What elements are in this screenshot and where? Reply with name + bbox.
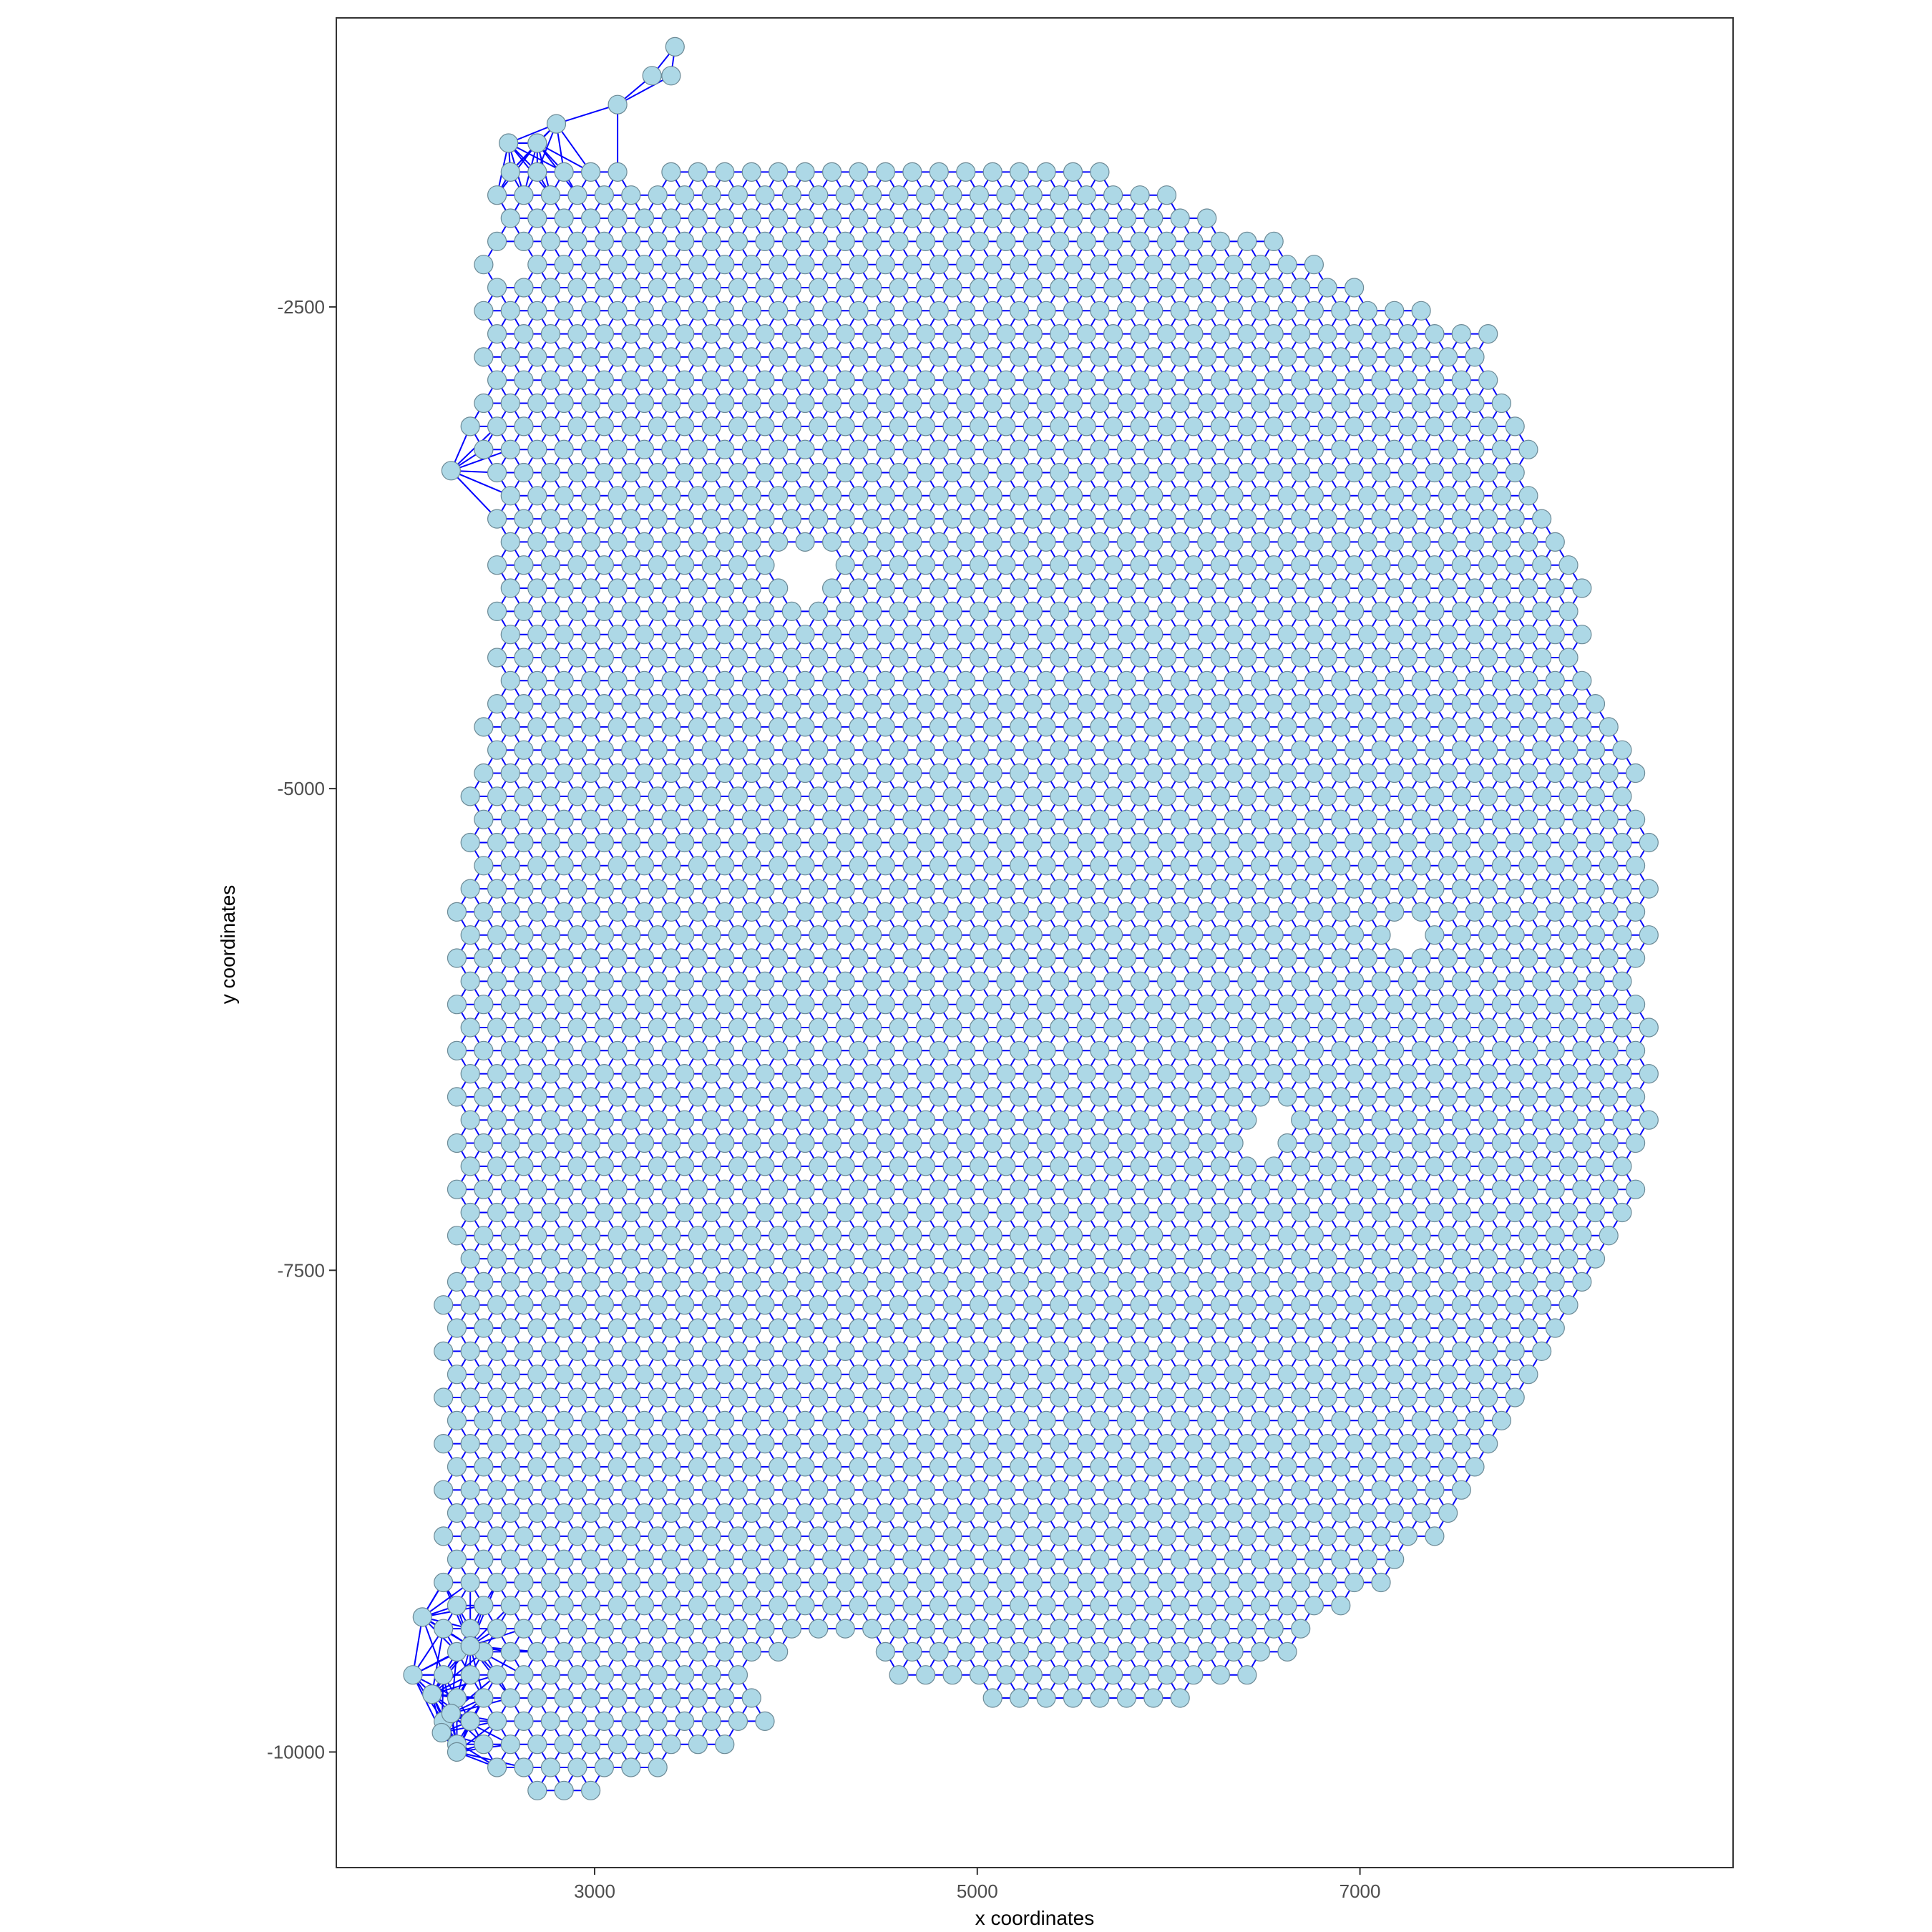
network-edge bbox=[451, 449, 511, 472]
network-edge bbox=[537, 142, 592, 173]
network-edge bbox=[555, 123, 592, 172]
network-edge bbox=[451, 469, 511, 497]
network-edge bbox=[508, 142, 565, 173]
network-edge bbox=[450, 470, 498, 519]
